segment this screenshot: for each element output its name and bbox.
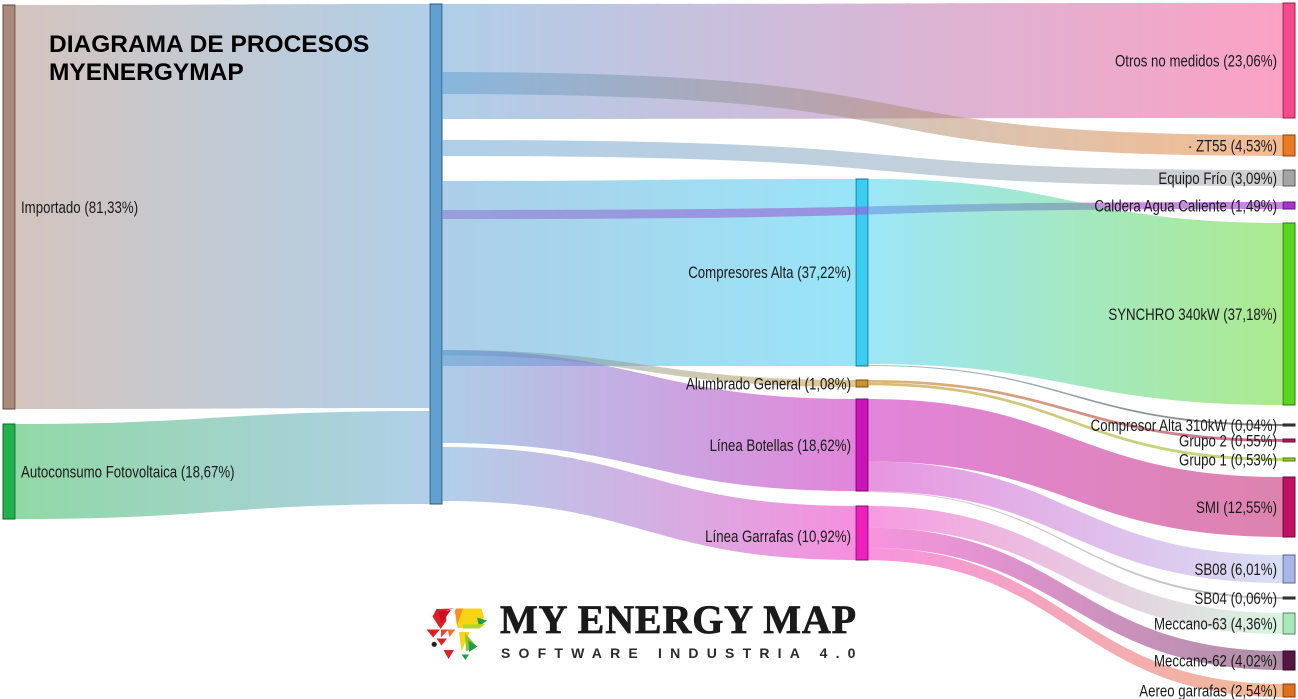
svg-text:SB04 (0,06%): SB04 (0,06%) [1195,590,1277,609]
svg-text:Compresor Alta 310kW (0,04%): Compresor Alta 310kW (0,04%) [1091,417,1277,436]
svg-text:Caldera Agua Caliente (1,49%): Caldera Agua Caliente (1,49%) [1094,197,1277,216]
svg-text:Compresores Alta (37,22%): Compresores Alta (37,22%) [688,264,851,283]
svg-text:· ZT55 (4,53%): · ZT55 (4,53%) [1188,137,1277,156]
svg-text:MY ENERGY MAP: MY ENERGY MAP [500,597,856,642]
svg-text:SYNCHRO 340kW (37,18%): SYNCHRO 340kW (37,18%) [1108,306,1277,325]
svg-text:Meccano-63 (4,36%): Meccano-63 (4,36%) [1154,615,1277,634]
svg-text:Alumbrado General (1,08%): Alumbrado General (1,08%) [686,375,851,394]
svg-text:SB08 (6,01%): SB08 (6,01%) [1195,561,1277,580]
svg-text:Línea Botellas (18,62%): Línea Botellas (18,62%) [710,437,851,456]
svg-text:Grupo 2 (0,55%): Grupo 2 (0,55%) [1179,432,1277,451]
svg-text:SOFTWARE INDUSTRIA 4.0: SOFTWARE INDUSTRIA 4.0 [501,645,864,661]
svg-text:Equipo Frío (3,09%): Equipo Frío (3,09%) [1158,170,1277,189]
svg-text:Línea Garrafas (10,92%): Línea Garrafas (10,92%) [705,528,851,547]
svg-text:Autoconsumo Fotovoltaica (18,6: Autoconsumo Fotovoltaica (18,67%) [21,463,235,482]
svg-text:Grupo 1 (0,53%): Grupo 1 (0,53%) [1179,451,1277,470]
svg-text:SMI (12,55%): SMI (12,55%) [1196,499,1277,518]
svg-text:Aereo garrafas (2,54%): Aereo garrafas (2,54%) [1139,682,1277,699]
svg-text:MYENERGYMAP: MYENERGYMAP [49,59,244,86]
svg-text:Importado (81,33%): Importado (81,33%) [21,199,138,218]
svg-text:Otros no medidos (23,06%): Otros no medidos (23,06%) [1115,52,1277,71]
svg-text:DIAGRAMA DE PROCESOS: DIAGRAMA DE PROCESOS [49,31,369,58]
svg-text:Meccano-62 (4,02%): Meccano-62 (4,02%) [1154,652,1277,671]
